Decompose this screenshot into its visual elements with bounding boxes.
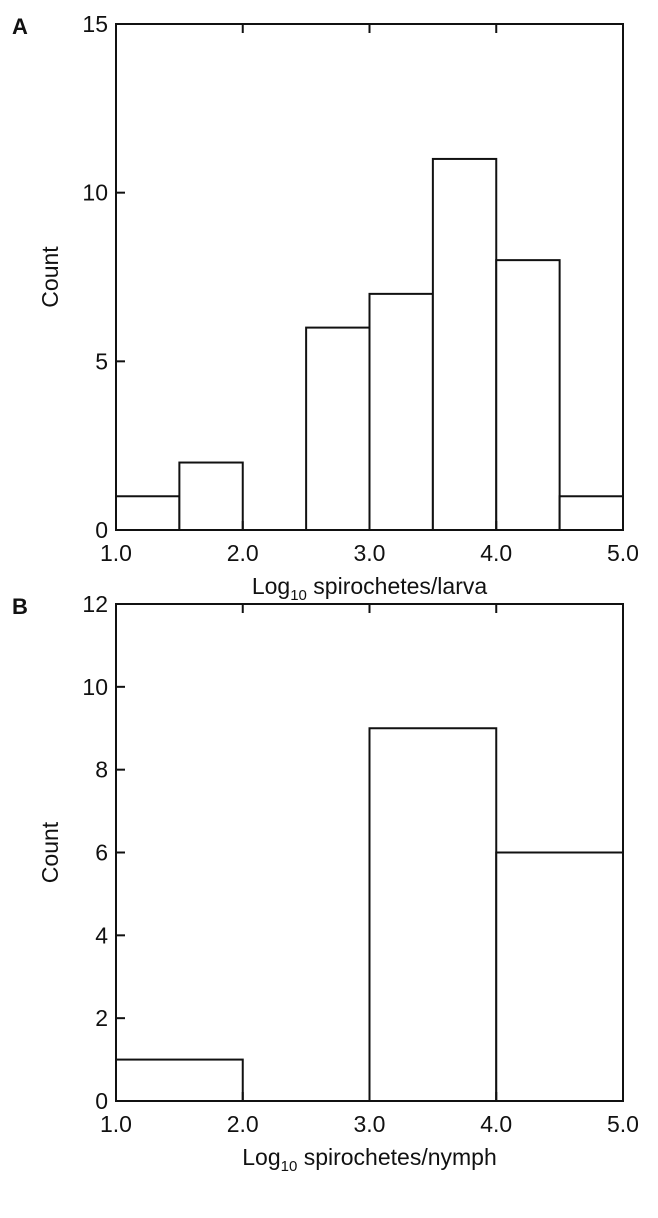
bar bbox=[115, 495, 181, 531]
y-tick-label: 12 bbox=[82, 591, 108, 617]
x-label-main: Log bbox=[242, 1144, 280, 1170]
y-tick-label: 15 bbox=[82, 11, 108, 37]
y-tick-label: 2 bbox=[95, 1005, 108, 1031]
y-tick-label: 8 bbox=[95, 757, 108, 783]
x-tick-label: 1.0 bbox=[100, 540, 132, 566]
bar bbox=[305, 326, 371, 531]
bar bbox=[368, 292, 434, 531]
y-tick-label: 10 bbox=[82, 180, 108, 206]
y-tick-label: 6 bbox=[95, 840, 108, 866]
x-label-sub: 10 bbox=[281, 1158, 298, 1175]
y-axis-label: Count bbox=[37, 246, 63, 308]
bar bbox=[558, 495, 624, 531]
x-tick-label: 2.0 bbox=[227, 540, 259, 566]
x-tick-label: 4.0 bbox=[480, 1111, 512, 1137]
y-tick-label: 10 bbox=[82, 674, 108, 700]
x-tick-label: 3.0 bbox=[354, 1111, 386, 1137]
x-tick-label: 1.0 bbox=[100, 1111, 132, 1137]
x-tick-label: 3.0 bbox=[354, 540, 386, 566]
x-tick-label: 5.0 bbox=[607, 1111, 639, 1137]
x-tick-label: 5.0 bbox=[607, 540, 639, 566]
x-label-sub: 10 bbox=[290, 587, 307, 604]
bar bbox=[495, 259, 561, 531]
y-tick-label: 0 bbox=[95, 1088, 108, 1114]
x-label-rest: spirochetes/nymph bbox=[297, 1144, 496, 1170]
y-tick-label: 0 bbox=[95, 517, 108, 543]
y-axis-label: Count bbox=[37, 821, 63, 883]
bar bbox=[178, 461, 244, 531]
y-tick-label: 4 bbox=[95, 922, 108, 948]
bar bbox=[495, 851, 624, 1102]
x-label-main: Log bbox=[252, 573, 290, 599]
panel-label: B bbox=[12, 594, 28, 619]
x-label-rest: spirochetes/larva bbox=[307, 573, 487, 599]
x-axis-label: Log10 spirochetes/nymph bbox=[242, 1144, 497, 1175]
x-tick-label: 2.0 bbox=[227, 1111, 259, 1137]
y-tick-label: 5 bbox=[95, 348, 108, 374]
panel-label: A bbox=[12, 14, 28, 39]
bar bbox=[115, 1058, 244, 1103]
x-tick-label: 4.0 bbox=[480, 540, 512, 566]
x-axis-label: Log10 spirochetes/larva bbox=[252, 573, 488, 604]
bar bbox=[368, 727, 498, 1102]
bar bbox=[431, 157, 498, 532]
